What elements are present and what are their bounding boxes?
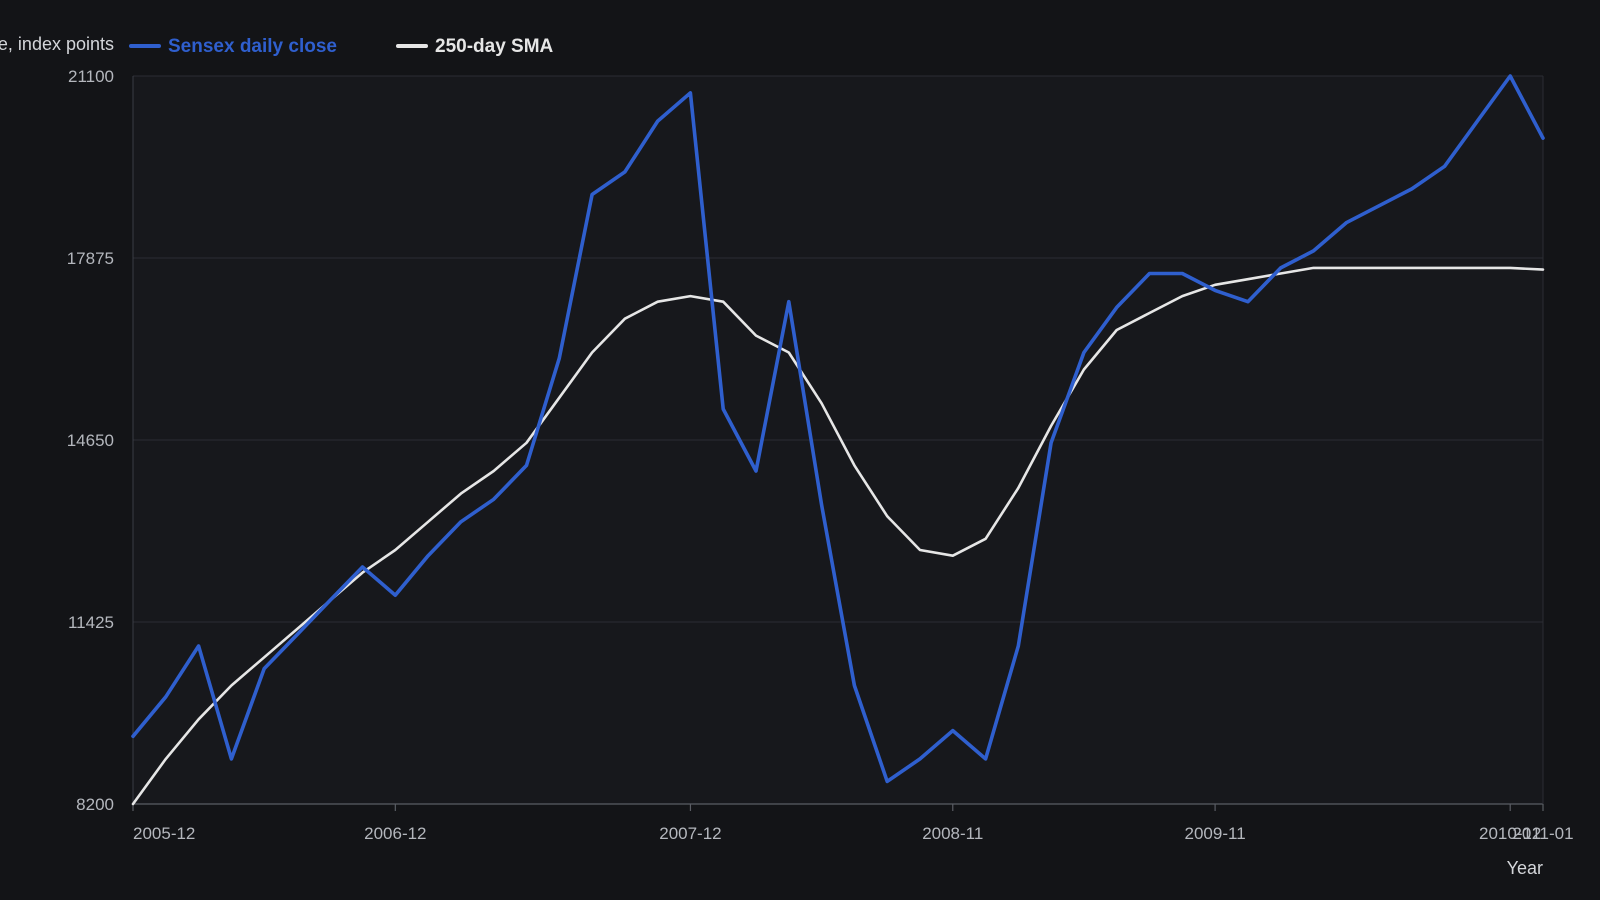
x-axis-title: Year [1507,858,1543,878]
x-tick-label: 2005-12 [133,824,195,843]
x-tick-label: 2007-12 [659,824,721,843]
y-axis-title: Close, index points [0,34,114,54]
legend-label: 250-day SMA [435,36,554,57]
y-tick-label: 11425 [68,613,114,632]
series-line-sensex-close [131,74,1545,784]
y-tick-label: 8200 [76,795,114,814]
y-tick-label: 21100 [68,67,114,86]
y-tick-label: 17875 [67,249,114,268]
series-line-sma-250 [131,266,1545,806]
x-tick-label: 2009-11 [1185,824,1246,843]
y-tick-label: 14650 [67,431,114,450]
x-tick-label: 2011-01 [1512,824,1573,843]
x-tick-label: 2010-12 [1479,824,1541,843]
x-tick-label: 2006-12 [364,824,426,843]
legend-label: Sensex daily close [168,36,337,57]
x-tick-label: 2008-11 [922,824,983,843]
